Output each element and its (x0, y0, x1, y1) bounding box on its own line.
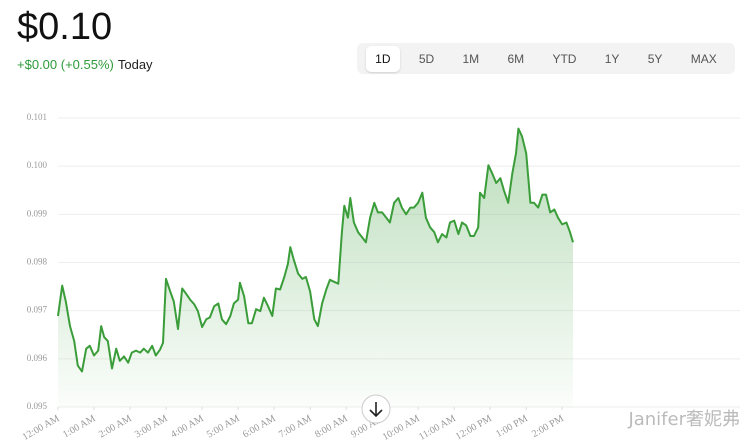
y-tick-label: 0.099 (27, 208, 48, 218)
y-tick-label: 0.101 (27, 112, 47, 122)
x-tick-label: 2:00 AM (97, 413, 134, 441)
range-button[interactable]: MAX (690, 51, 717, 66)
arrow-icon (369, 402, 383, 418)
range-button[interactable]: 1Y (604, 51, 620, 66)
change: +$0.00 (+0.55%) (17, 57, 114, 72)
x-tick-label: 11:00 AM (417, 413, 458, 443)
x-tick-label: 7:00 AM (277, 413, 314, 441)
x-tick-label: 12:00 AM (21, 413, 62, 443)
y-tick-label: 0.095 (27, 401, 48, 411)
range-button[interactable]: 5Y (647, 51, 663, 66)
period: Today (117, 57, 153, 72)
x-tick-label: 3:00 AM (133, 413, 170, 441)
x-tick-label: 1:00 AM (61, 413, 98, 441)
range-button[interactable]: 1M (462, 51, 480, 66)
change-line: +$0.00 (+0.55%) Today (17, 57, 153, 72)
y-tick-label: 0.096 (27, 353, 48, 363)
area (58, 128, 573, 407)
x-tick-label: 1:00 PM (494, 413, 530, 440)
watermark: Janifer奢妮弗 (627, 409, 740, 430)
price-line (57, 127, 574, 373)
y-tick-label: 0.100 (27, 160, 48, 170)
x-tick-label: 12:00 PM (454, 413, 494, 442)
y-tick-label: 0.098 (27, 257, 48, 267)
range-button[interactable]: YTD (552, 51, 577, 66)
scroll-down-button[interactable] (361, 394, 391, 424)
x-tick-label: 6:00 AM (241, 413, 278, 441)
x-tick-label: 5:00 AM (205, 413, 242, 441)
y-tick-label: 0.097 (27, 305, 48, 315)
x-tick-label: 2:00 PM (530, 413, 566, 440)
x-tick-label: 4:00 AM (169, 413, 206, 441)
range-button[interactable]: 6M (507, 51, 525, 66)
range-button[interactable]: 5D (418, 51, 435, 66)
price: $0.10 (17, 6, 113, 48)
range-button[interactable]: 1D (366, 45, 400, 72)
x-tick-label: 8:00 AM (313, 413, 350, 441)
range-selector: 1D 5D 1M 6M YTD 1Y 5Y MAX (357, 43, 735, 74)
